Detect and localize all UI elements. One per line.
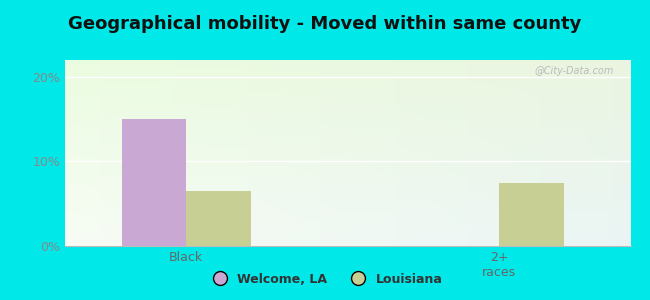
Bar (499, 183, 564, 246)
Text: Geographical mobility - Moved within same county: Geographical mobility - Moved within sam… (68, 15, 582, 33)
Legend: Welcome, LA, Louisiana: Welcome, LA, Louisiana (202, 268, 448, 291)
Bar (186, 191, 251, 246)
Text: @City-Data.com: @City-Data.com (534, 66, 614, 76)
Bar (122, 119, 186, 246)
